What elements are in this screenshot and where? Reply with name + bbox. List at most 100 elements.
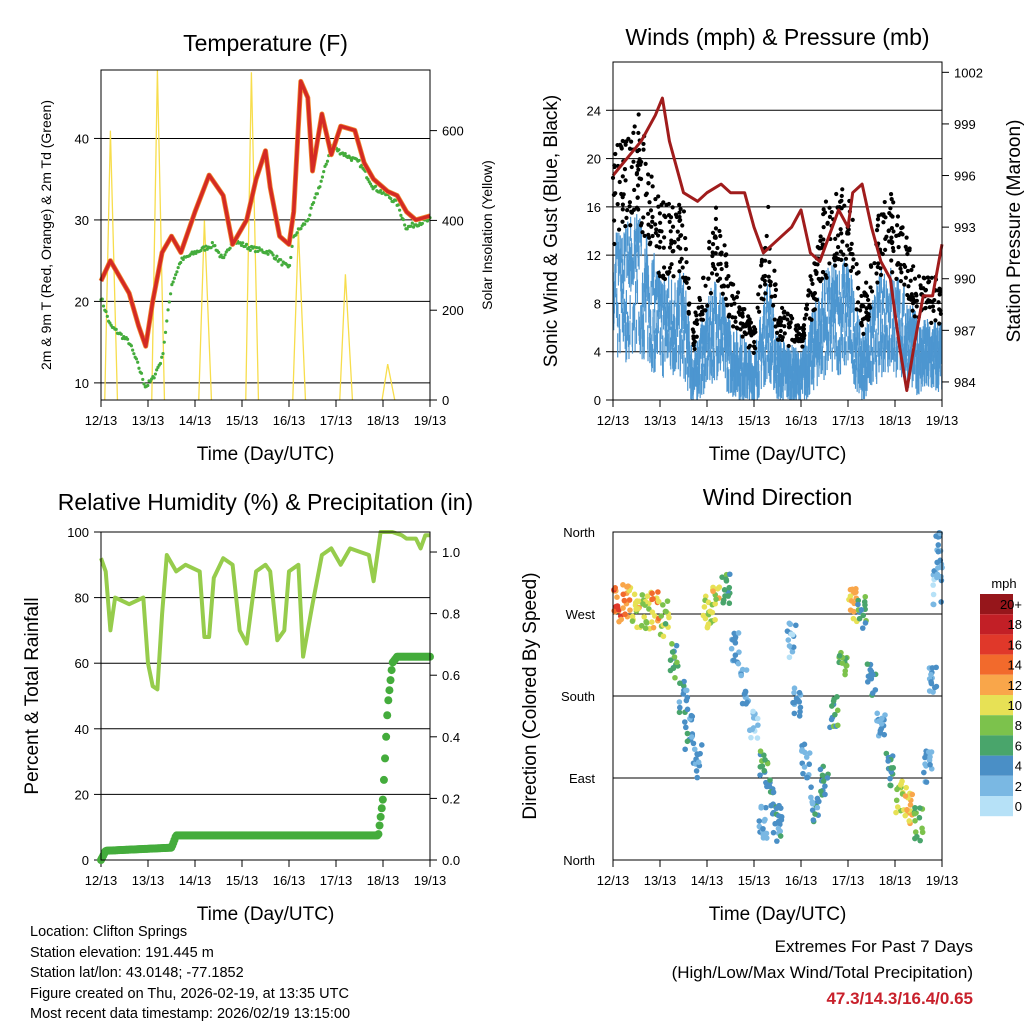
dewpoint-point — [209, 246, 213, 250]
gust-point — [778, 333, 783, 339]
direction-point — [808, 784, 814, 790]
gust-point — [664, 202, 669, 207]
gust-point — [642, 233, 647, 238]
gust-point — [686, 285, 691, 291]
gust-point — [785, 317, 790, 322]
direction-point — [613, 603, 619, 610]
x-tick-label: 17/13 — [320, 413, 353, 428]
direction-point — [791, 689, 797, 696]
direction-point — [903, 784, 910, 791]
direction-point — [842, 671, 848, 678]
direction-point — [720, 597, 727, 603]
gust-point — [659, 202, 664, 207]
gust-point — [758, 284, 763, 289]
recent-text: Most recent data timestamp: 2026/02/19 1… — [30, 1006, 351, 1022]
legend-label: 8 — [1015, 718, 1022, 733]
dewpoint-point — [152, 376, 156, 380]
gust-point — [814, 297, 820, 302]
direction-point — [757, 748, 764, 754]
gust-point — [646, 181, 651, 186]
gust-point — [836, 257, 841, 262]
gust-point — [763, 258, 768, 263]
direction-point — [682, 746, 688, 753]
legend-swatch — [980, 614, 1013, 635]
direction-point — [893, 809, 899, 816]
dewpoint-point — [134, 357, 139, 361]
legend-swatch — [980, 674, 1013, 695]
gust-point — [868, 285, 873, 290]
direction-point — [705, 621, 712, 627]
gust-point — [732, 301, 737, 306]
gust-point — [775, 330, 780, 335]
gust-point — [773, 282, 778, 287]
direction-point — [862, 620, 869, 626]
y-tick-label-right: 600 — [442, 124, 464, 139]
direction-point — [677, 704, 683, 711]
gust-point — [921, 286, 926, 291]
legend-label: 4 — [1015, 759, 1022, 774]
gust-point — [676, 237, 681, 242]
y-tick-label-right: 400 — [442, 213, 464, 228]
gust-point — [839, 231, 844, 236]
y-tick-label: 4 — [594, 345, 601, 360]
gust-point — [854, 307, 859, 312]
gust-point — [649, 174, 654, 179]
direction-point — [791, 685, 798, 692]
gust-point — [669, 262, 674, 267]
direction-point — [694, 774, 701, 781]
precip-point — [386, 676, 395, 685]
y-tick-label: 12 — [587, 248, 601, 263]
direction-point — [683, 687, 689, 694]
y-axis-label: Sonic Wind & Gust (Blue, Black) — [541, 95, 562, 367]
gust-point — [751, 325, 757, 330]
gust-point — [653, 222, 658, 227]
gust-point — [808, 274, 813, 279]
gust-point — [656, 204, 661, 209]
y-tick-label-right: 1.0 — [442, 545, 460, 560]
gust-point — [854, 262, 859, 267]
gust-point — [707, 246, 712, 251]
x-tick-label: 12/13 — [85, 873, 118, 888]
direction-point — [809, 800, 816, 807]
gust-point — [759, 296, 764, 301]
direction-point — [790, 644, 797, 650]
x-tick-label: 19/13 — [414, 413, 447, 428]
gust-point — [733, 319, 738, 324]
direction-point — [670, 665, 677, 672]
gust-point — [782, 331, 787, 336]
gust-point — [782, 309, 787, 314]
direction-point — [680, 683, 687, 689]
gust-point — [801, 326, 807, 332]
gust-point — [621, 192, 626, 197]
gust-point — [836, 244, 841, 250]
direction-point — [848, 598, 855, 604]
gust-point — [627, 204, 632, 209]
gust-point — [700, 317, 706, 322]
y-tick-label: 80 — [75, 591, 89, 606]
y-tick-label-right: 0.8 — [442, 607, 460, 622]
x-tick-label: 15/13 — [738, 873, 771, 888]
gust-point — [880, 251, 885, 257]
direction-point — [767, 777, 773, 783]
gust-point — [773, 287, 779, 292]
gust-point — [710, 230, 716, 235]
direction-point — [831, 696, 837, 702]
gust-point — [710, 253, 715, 259]
dewpoint-point — [217, 250, 221, 254]
direction-point — [777, 805, 784, 811]
direction-point — [847, 607, 854, 613]
gust-point — [888, 206, 893, 211]
gust-point — [761, 274, 766, 279]
direction-point — [786, 620, 793, 627]
direction-point — [829, 703, 835, 709]
gust-point — [756, 309, 762, 314]
direction-point — [762, 756, 768, 763]
gust-point — [620, 207, 625, 212]
dewpoint-point — [161, 351, 165, 356]
gust-point — [807, 316, 812, 321]
direction-point — [612, 585, 619, 591]
gust-point — [787, 324, 792, 330]
direction-point — [676, 699, 683, 705]
gust-point — [635, 195, 640, 200]
x-tick-label: 19/13 — [414, 873, 447, 888]
